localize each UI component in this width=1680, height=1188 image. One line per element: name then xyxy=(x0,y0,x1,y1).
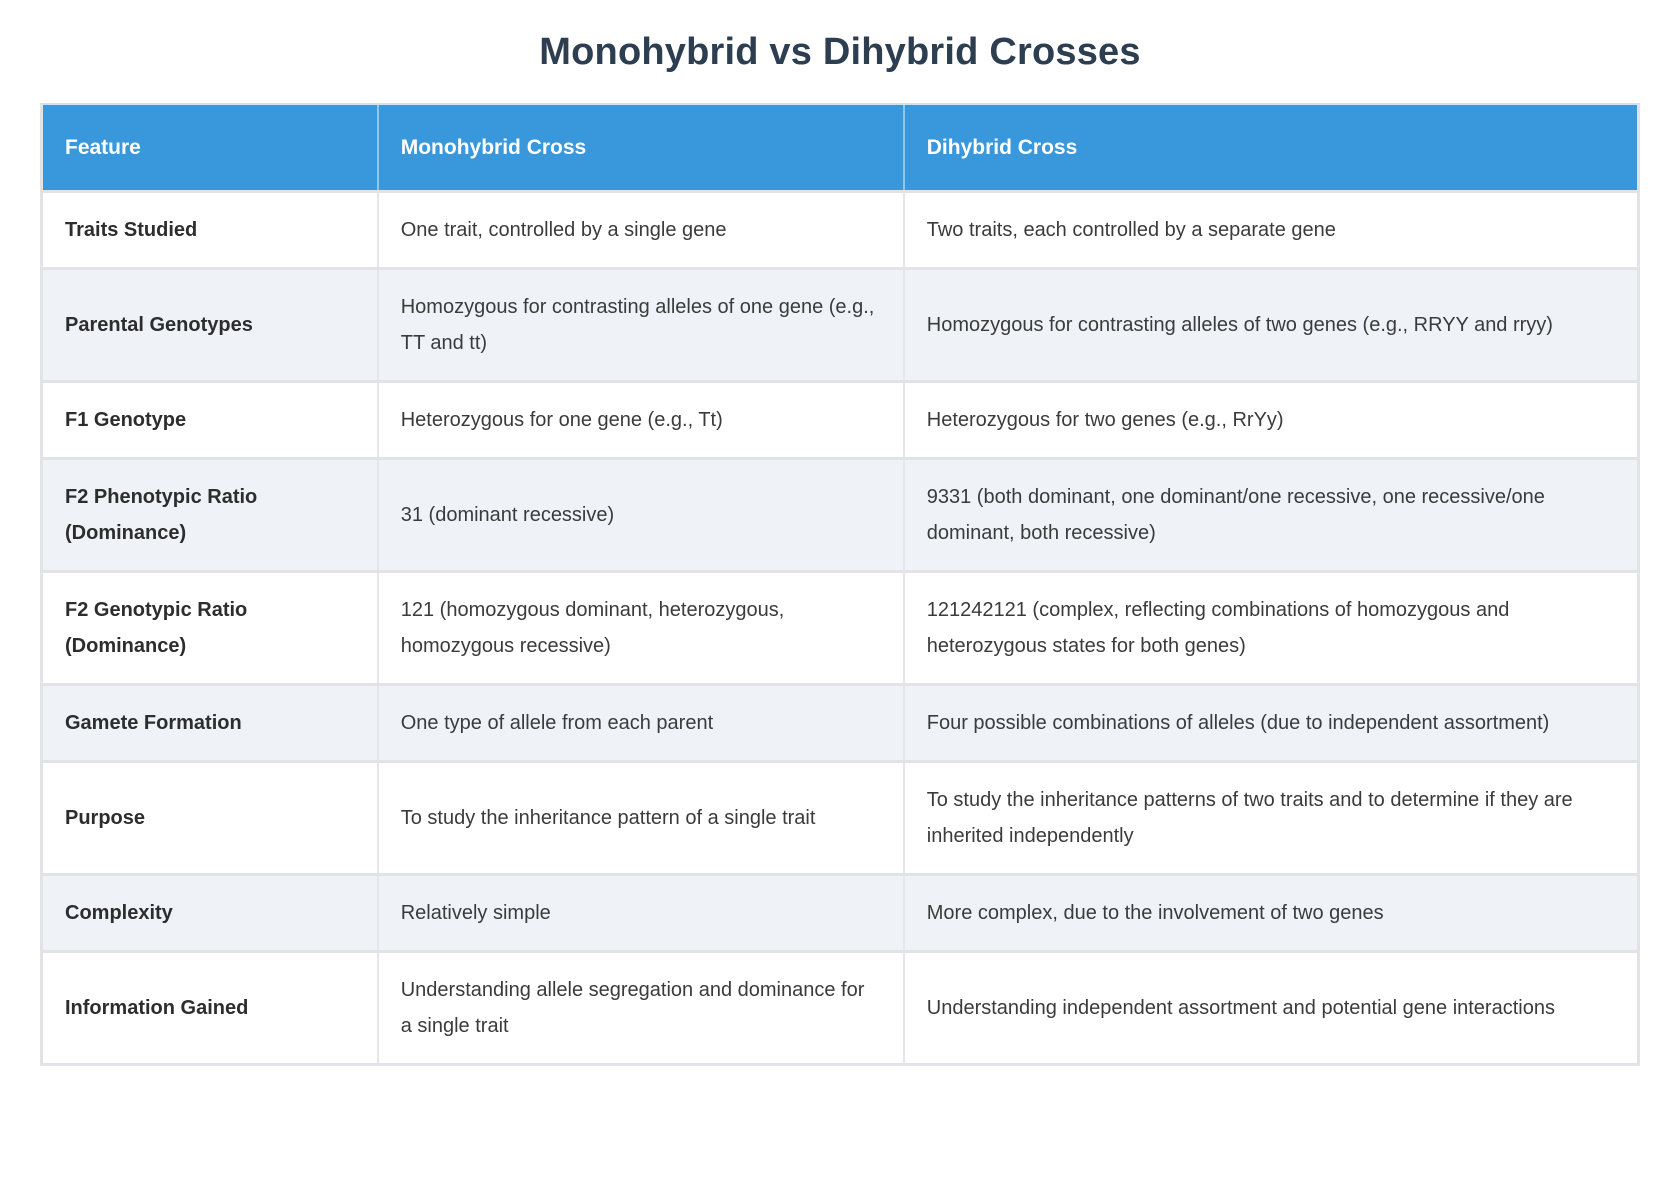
table-body: Traits Studied One trait, controlled by … xyxy=(43,189,1637,1063)
header-cell-monohybrid: Monohybrid Cross xyxy=(376,104,904,192)
dihybrid-cell: Homozygous for contrasting alleles of tw… xyxy=(902,266,1637,382)
header-cell-feature: Feature xyxy=(43,104,378,192)
table-row: F2 Genotypic Ratio (Dominance) 121 (homo… xyxy=(43,569,1637,685)
comparison-table: Feature Monohybrid Cross Dihybrid Cross … xyxy=(43,104,1637,1063)
dihybrid-cell: To study the inheritance patterns of two… xyxy=(902,759,1637,875)
dihybrid-cell: Two traits, each controlled by a separat… xyxy=(902,189,1637,269)
table-row: Traits Studied One trait, controlled by … xyxy=(43,189,1637,269)
table-row: Gamete Formation One type of allele from… xyxy=(43,682,1637,762)
monohybrid-cell: 121 (homozygous dominant, heterozygous, … xyxy=(376,569,904,685)
dihybrid-cell: Four possible combinations of alleles (d… xyxy=(902,682,1637,762)
table-row: Parental Genotypes Homozygous for contra… xyxy=(43,266,1637,382)
monohybrid-cell: Understanding allele segregation and dom… xyxy=(376,949,904,1063)
page-title: Monohybrid vs Dihybrid Crosses xyxy=(539,31,1141,73)
feature-cell: F1 Genotype xyxy=(43,379,378,459)
comparison-table-container: Feature Monohybrid Cross Dihybrid Cross … xyxy=(40,102,1640,1066)
table-row: F1 Genotype Heterozygous for one gene (e… xyxy=(43,379,1637,459)
feature-cell: Parental Genotypes xyxy=(43,266,378,382)
monohybrid-cell: One trait, controlled by a single gene xyxy=(376,189,904,269)
table-row: Information Gained Understanding allele … xyxy=(43,949,1637,1063)
monohybrid-cell: One type of allele from each parent xyxy=(376,682,904,762)
monohybrid-cell: To study the inheritance pattern of a si… xyxy=(376,759,904,875)
header-row: Feature Monohybrid Cross Dihybrid Cross xyxy=(43,104,1637,192)
dihybrid-cell: 121242121 (complex, reflecting combinati… xyxy=(902,569,1637,685)
dihybrid-cell: Understanding independent assortment and… xyxy=(902,949,1637,1063)
table-header: Feature Monohybrid Cross Dihybrid Cross xyxy=(43,104,1637,192)
table-row: Complexity Relatively simple More comple… xyxy=(43,872,1637,952)
header-cell-dihybrid: Dihybrid Cross xyxy=(902,104,1637,192)
feature-cell: F2 Phenotypic Ratio (Dominance) xyxy=(43,456,378,572)
feature-cell: Information Gained xyxy=(43,949,378,1063)
dihybrid-cell: Heterozygous for two genes (e.g., RrYy) xyxy=(902,379,1637,459)
dihybrid-cell: More complex, due to the involvement of … xyxy=(902,872,1637,952)
feature-cell: Gamete Formation xyxy=(43,682,378,762)
monohybrid-cell: 31 (dominant recessive) xyxy=(376,456,904,572)
feature-cell: F2 Genotypic Ratio (Dominance) xyxy=(43,569,378,685)
table-row: F2 Phenotypic Ratio (Dominance) 31 (domi… xyxy=(43,456,1637,572)
monohybrid-cell: Homozygous for contrasting alleles of on… xyxy=(376,266,904,382)
dihybrid-cell: 9331 (both dominant, one dominant/one re… xyxy=(902,456,1637,572)
monohybrid-cell: Heterozygous for one gene (e.g., Tt) xyxy=(376,379,904,459)
monohybrid-cell: Relatively simple xyxy=(376,872,904,952)
table-row: Purpose To study the inheritance pattern… xyxy=(43,759,1637,875)
feature-cell: Traits Studied xyxy=(43,189,378,269)
feature-cell: Purpose xyxy=(43,759,378,875)
feature-cell: Complexity xyxy=(43,872,378,952)
